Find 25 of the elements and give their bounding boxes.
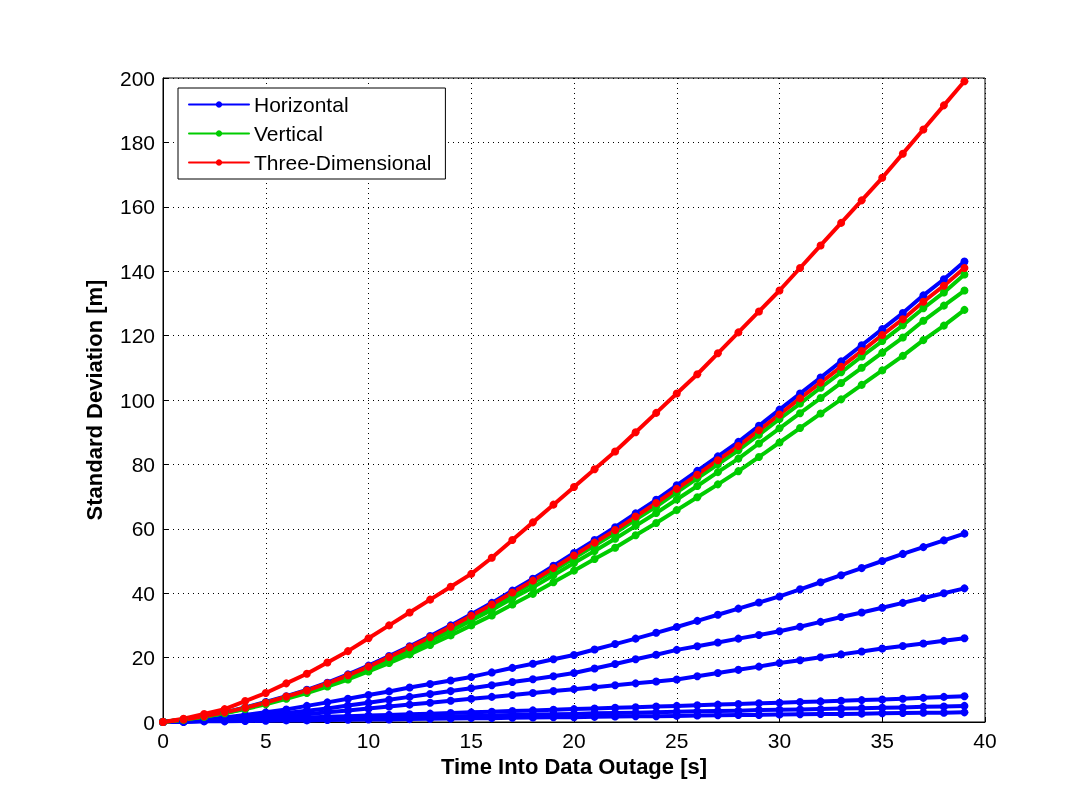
legend-label: Vertical: [254, 122, 323, 145]
y-tick-label: 20: [131, 646, 155, 670]
x-tick-label: 10: [356, 729, 381, 752]
y-tick-label: 100: [119, 388, 155, 412]
x-tick-label: 20: [562, 729, 586, 752]
x-tick-label: 35: [870, 729, 894, 752]
legend-label: Three-Dimensional: [254, 151, 432, 174]
x-tick-label: 0: [157, 729, 169, 752]
y-tick-label: 200: [119, 66, 155, 90]
y-tick-label: 120: [119, 324, 155, 348]
y-axis-title: Standard Deviation [m]: [81, 279, 107, 521]
y-tick-label: 140: [119, 259, 155, 283]
x-tick-label: 5: [259, 729, 272, 752]
y-tick-label: 160: [119, 195, 155, 219]
x-tick-label: 15: [459, 729, 483, 752]
y-tick-label: 0: [143, 710, 155, 734]
x-axis-title: Time Into Data Outage [s]: [440, 754, 708, 780]
x-tick-label: 40: [973, 729, 997, 752]
x-tick-label: 25: [665, 729, 689, 752]
y-tick-label: 180: [119, 130, 155, 154]
y-tick-label: 40: [131, 581, 155, 605]
legend-label: Horizontal: [254, 93, 349, 116]
x-tick-label: 30: [767, 729, 792, 752]
y-tick-label: 60: [131, 517, 155, 541]
y-tick-label: 80: [131, 452, 155, 476]
